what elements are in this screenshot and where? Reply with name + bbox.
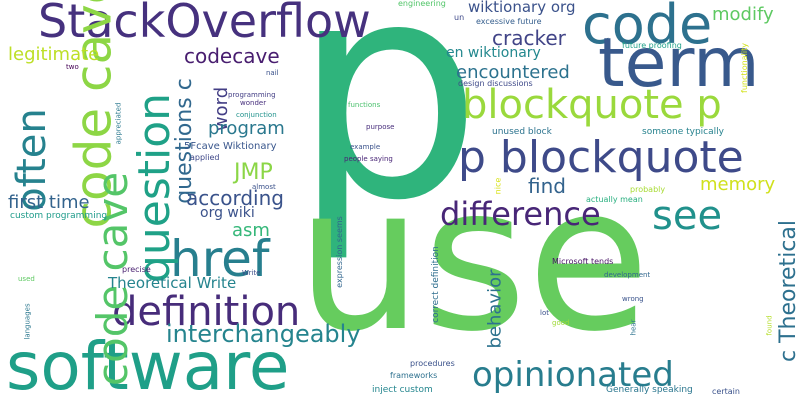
word-memory: memory	[700, 174, 776, 195]
word-wonder: wonder	[240, 99, 267, 107]
word-procedures: procedures	[410, 359, 455, 368]
word-future-proofing: future proofing	[622, 41, 682, 50]
word-programming: programming	[228, 91, 276, 99]
word-wiktionary-org: wiktionary org	[468, 0, 576, 16]
word-theoretical-write: Theoretical Write	[108, 274, 237, 292]
word-according: according	[186, 186, 284, 210]
word-found: found	[765, 315, 774, 336]
word-engineering: engineering	[398, 0, 446, 8]
word-behavior: behavior	[484, 269, 506, 349]
word-correct-definition: correct definition	[430, 246, 441, 323]
word-definition: definition	[112, 289, 301, 335]
word-opinionated: opinionated	[472, 355, 674, 395]
word-excessive-future: excessive future	[476, 17, 542, 26]
word-5fcave: 5Fcave Wiktionary	[184, 141, 277, 152]
word-nail: nail	[266, 69, 279, 77]
word-code: code	[582, 0, 713, 56]
word-expression-seems: expression seems	[334, 216, 344, 288]
word-used: used	[18, 275, 35, 283]
word-see: see	[652, 193, 723, 239]
word-find: find	[528, 174, 566, 198]
word-en-wiktionary: en wiktionary	[446, 45, 541, 61]
word-generally-speaking: Generally speaking	[606, 385, 693, 395]
word-p-blockquote: p blockquote	[458, 132, 744, 183]
word-functionality: functionality	[739, 43, 749, 93]
word-org-wiki: org wiki	[200, 205, 255, 221]
word-nice: nice	[493, 177, 503, 195]
word-c-theoretical: c Theoretical	[776, 220, 800, 362]
word-inject-custom: inject custom	[372, 385, 433, 395]
word-cracker: cracker	[492, 26, 566, 50]
word-write: Write	[242, 269, 261, 277]
word-difference: difference	[440, 195, 601, 233]
word-wrong: wrong	[622, 295, 644, 303]
word-unused-block: unused block	[492, 127, 552, 137]
word-href: href	[170, 230, 270, 288]
word-someone-typically: someone typically	[642, 127, 724, 137]
word-codecave: codecave	[184, 44, 280, 68]
word-program: program	[208, 118, 285, 139]
word-hear: hear	[629, 319, 638, 336]
word-custom-programming: custom programming	[10, 211, 108, 221]
word-blockquote-p: blockquote p	[462, 82, 722, 128]
word-encountered: encountered	[456, 62, 570, 83]
word-applied: applied	[190, 153, 220, 162]
word-almost: almost	[252, 183, 276, 191]
word-example: example	[350, 143, 381, 151]
word-p: p	[292, 0, 483, 266]
word-legitimate: legitimate	[8, 44, 100, 65]
word-people-saying: people saying	[344, 155, 393, 163]
word-purpose: purpose	[366, 123, 395, 131]
word-question: question	[129, 92, 181, 284]
word-modify: modify	[712, 4, 774, 25]
word-interchangeably: interchangeably	[166, 320, 361, 348]
word-microsoft-tends: Microsoft tends	[552, 257, 614, 266]
word-functions: functions	[348, 101, 381, 109]
word-frameworks: frameworks	[390, 371, 438, 380]
word-appreciated: appreciated	[114, 102, 123, 145]
word-lot: lot	[540, 309, 549, 317]
word-asm: asm	[232, 220, 270, 241]
word-precise: precise	[122, 265, 151, 274]
word-certain: certain	[712, 387, 740, 396]
word-stackoverflow: StackOverflow	[38, 0, 371, 48]
word-design-discussions: design discussions	[458, 79, 533, 88]
word-actually-mean: actually mean	[586, 195, 643, 204]
word-probably: probably	[630, 185, 666, 194]
word-jmp: JMP	[234, 160, 273, 185]
word-un: un	[454, 13, 465, 22]
word-use: use	[296, 143, 651, 376]
word-development: development	[604, 271, 651, 279]
word-first-time: first time	[8, 192, 90, 213]
word-software: software	[6, 328, 290, 400]
word-two: two	[66, 63, 79, 71]
word-good: good	[552, 319, 570, 327]
word-term: term	[598, 24, 760, 103]
word-conjunction: conjunction	[236, 111, 277, 119]
word-languages: languages	[23, 303, 32, 340]
